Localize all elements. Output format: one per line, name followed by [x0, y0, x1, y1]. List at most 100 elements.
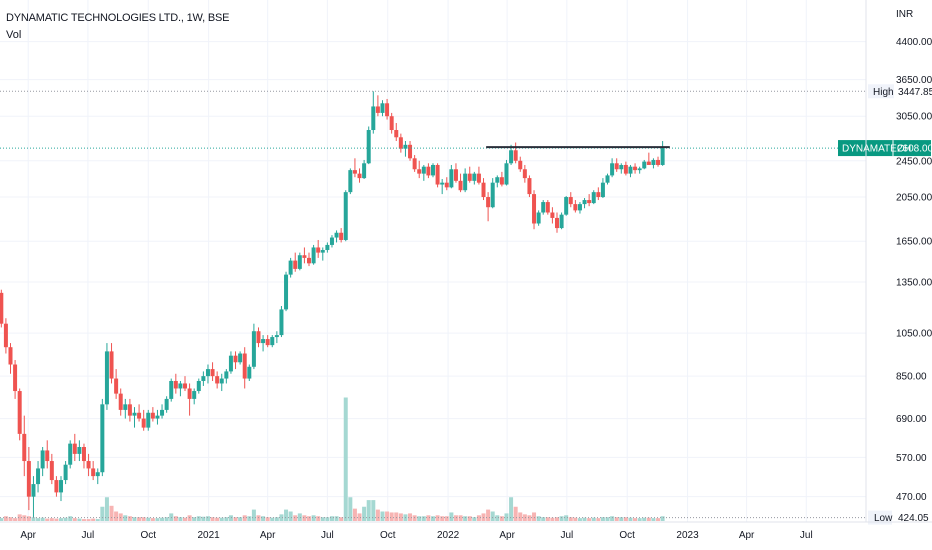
- candle-body: [591, 192, 596, 204]
- candle-body: [458, 180, 463, 191]
- candle-body: [633, 166, 638, 171]
- volume-bar: [109, 505, 114, 521]
- volume-bar: [178, 517, 183, 521]
- y-tick-label: 1350.00: [896, 278, 932, 289]
- candle-body: [178, 383, 183, 389]
- volume-bar: [610, 516, 615, 521]
- volume-legend[interactable]: Vol: [6, 29, 22, 41]
- candle-body: [352, 170, 357, 174]
- candle-body: [150, 412, 155, 419]
- volume-bar: [0, 518, 4, 521]
- volume-bar: [201, 516, 206, 521]
- candle-body: [646, 161, 651, 165]
- volume-bar: [329, 516, 334, 521]
- volume-bar: [564, 515, 569, 521]
- candle-body: [54, 480, 59, 493]
- candle-body: [417, 169, 422, 174]
- y-tick-label: 1650.00: [896, 237, 932, 248]
- candle-body: [490, 182, 495, 208]
- volume-bar: [72, 518, 77, 521]
- volume-bar: [183, 517, 188, 521]
- volume-bar: [164, 517, 169, 521]
- candle-body: [564, 197, 569, 215]
- candle-body: [412, 158, 417, 170]
- candle-body: [554, 217, 559, 229]
- x-tick-label: Apr: [260, 530, 276, 541]
- volume-bar: [196, 516, 201, 521]
- y-tick-label: 2050.00: [896, 193, 932, 204]
- volume-bar: [141, 517, 146, 521]
- x-tick-label: Apr: [499, 530, 515, 541]
- last-price-tag-bg: [838, 140, 931, 157]
- volume-bar: [582, 517, 587, 521]
- volume-bar: [633, 518, 638, 521]
- volume-bar: [646, 517, 651, 521]
- volume-bar: [389, 512, 394, 521]
- candle-body: [320, 250, 325, 253]
- volume-bar: [352, 508, 357, 521]
- candle-body: [509, 150, 514, 164]
- candle-body: [444, 182, 449, 188]
- candle-body: [435, 164, 440, 185]
- candle-body: [421, 166, 426, 174]
- candle-body: [339, 232, 344, 240]
- candle-body: [628, 166, 633, 174]
- volume-bar: [554, 517, 559, 521]
- volume-bar: [160, 517, 165, 521]
- volume-bar: [577, 518, 582, 521]
- candle-body: [380, 103, 385, 113]
- volume-bar: [297, 513, 302, 521]
- volume-bar: [440, 516, 445, 521]
- candle-body: [518, 160, 523, 170]
- volume-bar: [573, 517, 578, 521]
- volume-bar: [210, 517, 215, 521]
- symbol-title[interactable]: DYNAMATIC TECHNOLOGIES LTD., 1W, BSE: [6, 12, 230, 24]
- x-tick-label: Jul: [82, 530, 95, 541]
- candle-body: [596, 192, 601, 198]
- volume-bar: [486, 509, 491, 521]
- volume-bar: [380, 511, 385, 521]
- candle-body: [325, 244, 330, 251]
- volume-bar: [63, 517, 68, 521]
- y-tick-label: 3650.00: [896, 75, 932, 86]
- candle-body: [426, 166, 431, 176]
- candle-body: [587, 200, 592, 204]
- volume-bar: [371, 500, 376, 521]
- candle-body: [256, 331, 261, 344]
- candle-body: [118, 393, 123, 410]
- candle-body: [210, 369, 215, 377]
- volume-bar: [219, 517, 224, 521]
- candle-body: [155, 415, 160, 419]
- candle-body: [610, 163, 615, 176]
- candle-body: [467, 173, 472, 181]
- candle-body: [224, 371, 229, 379]
- volume-bar: [545, 517, 550, 521]
- volume-bar: [86, 519, 91, 521]
- volume-bar: [40, 517, 45, 521]
- x-tick-label: 2023: [676, 530, 699, 541]
- volume-bar: [68, 516, 73, 521]
- volume-bar: [463, 516, 468, 521]
- candle-body: [183, 383, 188, 389]
- volume-bar: [444, 516, 449, 521]
- volume-bar: [504, 513, 509, 521]
- volume-bar: [513, 506, 518, 521]
- candle-body: [582, 200, 587, 205]
- candles: [0, 91, 665, 518]
- volume-bar: [334, 516, 339, 521]
- candle-body: [329, 237, 334, 245]
- volume-bar: [265, 517, 270, 521]
- candle-body: [164, 398, 169, 410]
- volume-bar: [36, 518, 41, 521]
- volume-bar: [22, 515, 27, 521]
- volume-bar: [59, 518, 64, 521]
- volume-bar: [366, 500, 371, 521]
- x-tick-label: Apr: [739, 530, 755, 541]
- volume-bar: [114, 511, 119, 521]
- candle-body: [219, 378, 224, 384]
- x-tick-label: 2021: [198, 530, 221, 541]
- y-tick-label: 690.00: [896, 414, 927, 425]
- volume-bar: [453, 515, 458, 521]
- volume-bar: [591, 517, 596, 521]
